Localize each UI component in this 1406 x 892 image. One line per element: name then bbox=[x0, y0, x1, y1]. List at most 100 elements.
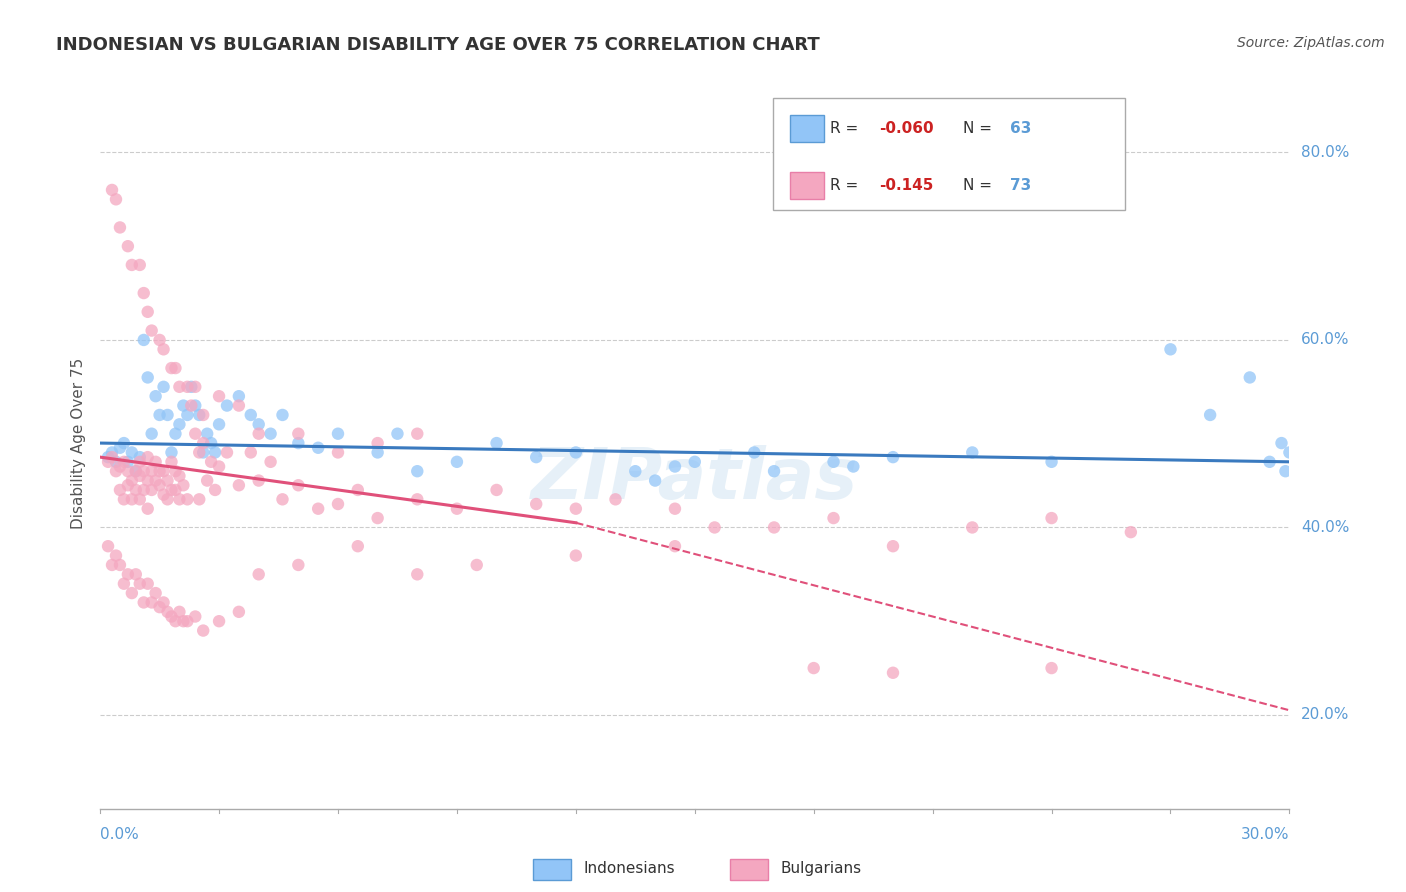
Point bbox=[136, 305, 159, 319]
Point bbox=[165, 361, 187, 376]
Point bbox=[108, 483, 131, 497]
Point bbox=[101, 445, 124, 459]
Point bbox=[742, 445, 765, 459]
Point bbox=[193, 624, 215, 638]
Point bbox=[104, 549, 127, 563]
Point bbox=[125, 567, 148, 582]
Point bbox=[169, 605, 191, 619]
Point bbox=[97, 539, 120, 553]
Point bbox=[112, 455, 135, 469]
Point bbox=[346, 483, 368, 497]
Point bbox=[128, 576, 150, 591]
Point bbox=[152, 380, 174, 394]
Point bbox=[228, 389, 250, 403]
Point bbox=[1119, 525, 1142, 540]
Point bbox=[172, 614, 194, 628]
Point bbox=[803, 661, 825, 675]
Point bbox=[228, 478, 250, 492]
Point bbox=[169, 417, 191, 432]
Point bbox=[446, 455, 468, 469]
Point bbox=[208, 417, 231, 432]
Point bbox=[763, 520, 786, 534]
Point bbox=[1258, 455, 1281, 469]
Point bbox=[1159, 343, 1181, 357]
Point bbox=[169, 380, 191, 394]
Point bbox=[184, 399, 207, 413]
Point bbox=[160, 483, 183, 497]
Point bbox=[184, 609, 207, 624]
Point bbox=[195, 426, 218, 441]
Point bbox=[195, 474, 218, 488]
Point bbox=[193, 445, 215, 459]
Point bbox=[259, 426, 281, 441]
Point bbox=[247, 426, 270, 441]
Point bbox=[406, 464, 429, 478]
Point bbox=[136, 501, 159, 516]
Point bbox=[165, 426, 187, 441]
Point bbox=[152, 464, 174, 478]
Point bbox=[524, 450, 547, 464]
Text: N =: N = bbox=[963, 178, 997, 193]
Point bbox=[823, 455, 845, 469]
Point bbox=[387, 426, 409, 441]
Text: 40.0%: 40.0% bbox=[1302, 520, 1350, 535]
Point bbox=[180, 380, 202, 394]
Point bbox=[1274, 464, 1296, 478]
Point bbox=[624, 464, 647, 478]
Point bbox=[132, 333, 155, 347]
Point bbox=[136, 576, 159, 591]
Text: INDONESIAN VS BULGARIAN DISABILITY AGE OVER 75 CORRELATION CHART: INDONESIAN VS BULGARIAN DISABILITY AGE O… bbox=[56, 36, 820, 54]
Point bbox=[247, 417, 270, 432]
Point bbox=[152, 343, 174, 357]
Point bbox=[121, 445, 143, 459]
Point bbox=[117, 478, 139, 492]
Point bbox=[145, 474, 167, 488]
Point bbox=[160, 445, 183, 459]
Text: Indonesians: Indonesians bbox=[583, 862, 675, 876]
Point bbox=[188, 492, 211, 507]
Point bbox=[176, 492, 198, 507]
Point bbox=[208, 614, 231, 628]
Point bbox=[215, 445, 238, 459]
Text: R =: R = bbox=[830, 121, 863, 136]
Point bbox=[149, 464, 172, 478]
Point bbox=[180, 399, 202, 413]
Point bbox=[176, 614, 198, 628]
Point bbox=[156, 408, 179, 422]
Point bbox=[565, 445, 588, 459]
Point bbox=[406, 426, 429, 441]
Point bbox=[141, 595, 163, 609]
Text: 0.0%: 0.0% bbox=[100, 828, 139, 842]
Point bbox=[136, 474, 159, 488]
Point bbox=[193, 436, 215, 450]
Point bbox=[145, 586, 167, 600]
Point bbox=[101, 450, 124, 464]
Point bbox=[683, 455, 706, 469]
Point bbox=[287, 436, 309, 450]
Point bbox=[239, 408, 262, 422]
Point bbox=[141, 324, 163, 338]
Point bbox=[132, 286, 155, 301]
Point bbox=[882, 665, 904, 680]
Point bbox=[145, 389, 167, 403]
Point bbox=[125, 464, 148, 478]
Point bbox=[141, 483, 163, 497]
Point bbox=[326, 445, 349, 459]
Point bbox=[128, 455, 150, 469]
Point bbox=[97, 450, 120, 464]
Point bbox=[172, 399, 194, 413]
Point bbox=[228, 605, 250, 619]
Point bbox=[406, 567, 429, 582]
Point bbox=[823, 511, 845, 525]
Text: 80.0%: 80.0% bbox=[1302, 145, 1350, 160]
Point bbox=[247, 567, 270, 582]
Point bbox=[465, 558, 488, 572]
Point bbox=[485, 483, 508, 497]
Text: 20.0%: 20.0% bbox=[1302, 707, 1350, 723]
Point bbox=[152, 595, 174, 609]
Point bbox=[184, 380, 207, 394]
Point bbox=[128, 450, 150, 464]
Point bbox=[962, 520, 984, 534]
Point bbox=[108, 558, 131, 572]
Text: 30.0%: 30.0% bbox=[1241, 828, 1289, 842]
